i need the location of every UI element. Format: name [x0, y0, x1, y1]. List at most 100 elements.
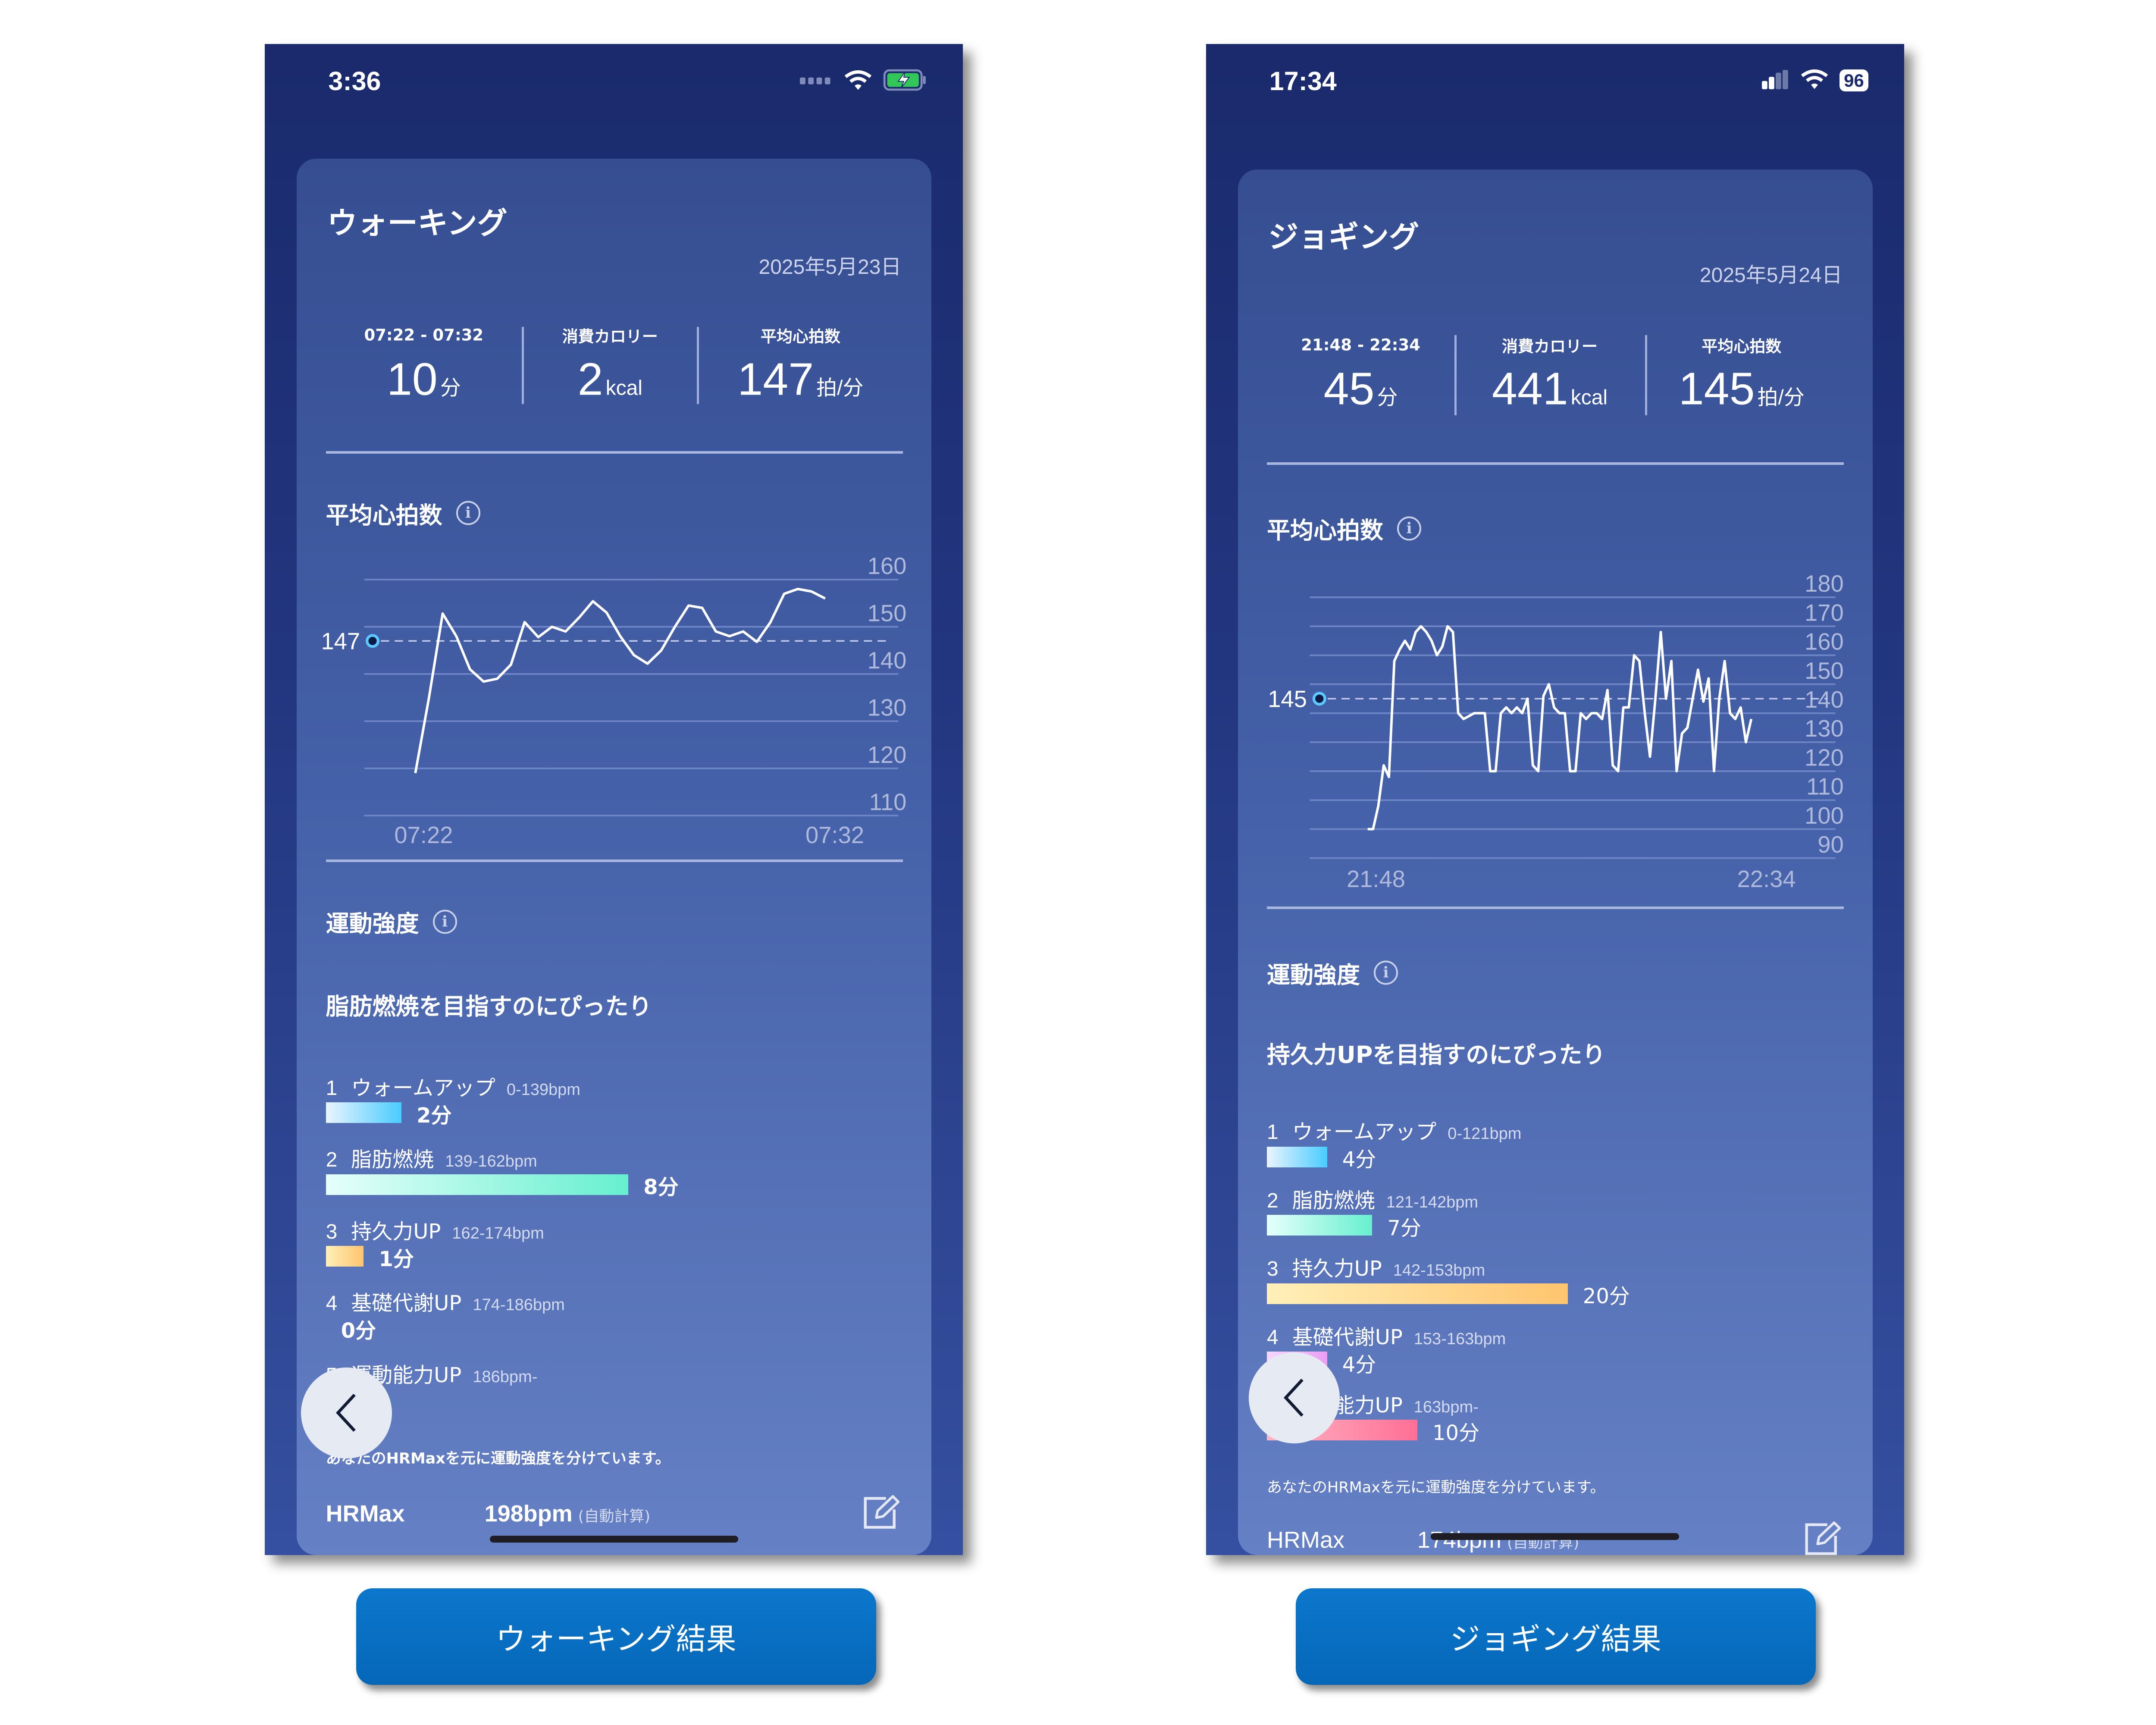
- y-tick-label: 120: [868, 742, 907, 768]
- zone-label: 2 脂肪燃焼 121-142bpm: [1267, 1183, 1478, 1214]
- zone-minutes: 1分: [379, 1247, 414, 1271]
- home-indicator[interactable]: [1431, 1533, 1680, 1540]
- back-button[interactable]: [1248, 1352, 1340, 1443]
- back-button[interactable]: [301, 1367, 392, 1458]
- y-tick-label: 150: [868, 600, 907, 626]
- zone-minutes: 4分: [1342, 1148, 1376, 1172]
- workout-result-card: ジョギング 2025年5月24日 21:48 - 22:34 45 分 消費カロリー 441…: [1238, 169, 1873, 1555]
- average-label: 145: [1268, 686, 1307, 712]
- intensity-subtitle: 脂肪燃焼を目指すのにぴったり: [326, 993, 652, 1020]
- zone-number: 4: [1266, 1326, 1279, 1349]
- info-icon[interactable]: i: [432, 910, 457, 934]
- stat-value: 10 分: [387, 353, 461, 405]
- average-dot: [366, 634, 380, 648]
- stat-number: 147: [737, 354, 814, 405]
- hrmax-note: あなたのHRMaxを元に運動強度を分けています。: [326, 1450, 671, 1468]
- zone-name: 基礎代謝UP: [351, 1291, 462, 1316]
- stat-value: 2 kcal: [578, 353, 642, 405]
- workout-title: ウォーキング: [327, 205, 508, 241]
- zone-number: 1: [326, 1076, 338, 1100]
- stat-unit: 拍/分: [1757, 386, 1805, 409]
- status-icons: 96: [1762, 69, 1868, 91]
- y-tick-label: 180: [1805, 571, 1844, 597]
- zone-range: 162-174bpm: [452, 1224, 544, 1242]
- stat-unit: 分: [1377, 386, 1398, 409]
- edit-icon[interactable]: [862, 1494, 901, 1532]
- cellular-dots-icon: [800, 75, 833, 88]
- zone-range: 139-162bpm: [445, 1152, 537, 1171]
- y-tick-label: 100: [1805, 803, 1844, 829]
- stat-number: 145: [1678, 363, 1755, 414]
- section-divider: [326, 859, 903, 862]
- result-button[interactable]: ジョギング結果: [1295, 1588, 1816, 1685]
- y-tick-label: 130: [868, 694, 907, 721]
- status-time: 3:36: [328, 66, 381, 96]
- y-tick-label: 120: [1805, 745, 1844, 771]
- home-indicator[interactable]: [489, 1536, 738, 1543]
- zone-range: 121-142bpm: [1386, 1193, 1479, 1211]
- info-icon[interactable]: i: [1397, 516, 1421, 541]
- stat-label: 21:48 - 22:34: [1301, 336, 1420, 354]
- battery-level: 96: [1839, 69, 1868, 91]
- zone-name: 脂肪燃焼: [1292, 1188, 1375, 1213]
- zone-range: 174-186bpm: [473, 1296, 565, 1314]
- zone-number: 2: [1266, 1189, 1279, 1212]
- status-icons: [800, 69, 927, 93]
- x-tick-label: 07:32: [805, 822, 864, 848]
- heart-rate-section-title: 平均心拍数 i: [1267, 511, 1421, 546]
- heart-rate-line: [414, 587, 826, 773]
- wifi-icon: [844, 70, 872, 92]
- zone-bar: [1266, 1283, 1568, 1304]
- zone-label: 3 持久力UP 142-153bpm: [1267, 1251, 1485, 1282]
- zone-number: 4: [326, 1292, 338, 1315]
- x-tick-label: 07:22: [395, 822, 453, 848]
- intensity-section-title: 運動強度 i: [326, 905, 457, 939]
- hrmax-value: 198bpm (自動計算): [485, 1500, 650, 1527]
- zone-minutes: 20分: [1583, 1284, 1630, 1309]
- zone-range: 0-121bpm: [1448, 1125, 1522, 1143]
- hrmax-label: HRMax: [1266, 1527, 1344, 1553]
- y-tick-label: 140: [868, 647, 907, 674]
- hrmax-note: あなたのHRMaxを元に運動強度を分けています。: [1266, 1479, 1605, 1496]
- zone-minutes: 0分: [341, 1319, 376, 1343]
- zone-label: 1 ウォームアップ 0-139bpm: [326, 1071, 580, 1101]
- info-icon[interactable]: i: [456, 501, 480, 525]
- x-tick-label: 22:34: [1737, 866, 1796, 892]
- y-tick-label: 160: [868, 553, 907, 579]
- intensity-section-title: 運動強度 i: [1267, 956, 1398, 990]
- zone-name: 持久力UP: [1292, 1257, 1382, 1281]
- hrmax-auto-label: (自動計算): [578, 1508, 650, 1525]
- phone-screen: 17:34 96 ジョギング 2025年5月24日 21:48 - 22:34 45 分 消費…: [1206, 44, 1904, 1555]
- stat-number: 45: [1323, 363, 1375, 414]
- section-divider: [1266, 906, 1844, 909]
- zone-bar: [1266, 1146, 1327, 1167]
- stat-label: 平均心拍数: [760, 327, 840, 346]
- result-button[interactable]: ウォーキング結果: [356, 1588, 876, 1685]
- hrmax-label: HRMax: [326, 1500, 405, 1527]
- y-tick-label: 150: [1805, 658, 1844, 684]
- zone-label: 1 ウォームアップ 0-121bpm: [1267, 1115, 1521, 1145]
- zone-minutes: 8分: [643, 1175, 679, 1200]
- intensity-title: 運動強度: [326, 910, 419, 938]
- zone-name: 脂肪燃焼: [351, 1148, 434, 1172]
- zone-range: 0-139bpm: [506, 1080, 580, 1099]
- intensity-title: 運動強度: [1266, 961, 1360, 989]
- zone-range: 142-153bpm: [1393, 1261, 1485, 1280]
- stat-value: 45 分: [1324, 363, 1398, 415]
- zone-bar: [1266, 1215, 1373, 1236]
- stat-divider: [1454, 335, 1457, 415]
- stat-unit: kcal: [1570, 386, 1608, 409]
- y-tick-label: 160: [1805, 629, 1844, 655]
- zone-name: ウォームアップ: [351, 1076, 495, 1100]
- workout-date: 2025年5月24日: [1699, 264, 1843, 287]
- heart-rate-title: 平均心拍数: [326, 502, 442, 529]
- section-divider: [326, 451, 903, 454]
- edit-icon[interactable]: [1804, 1521, 1843, 1555]
- zone-range: 186bpm-: [473, 1367, 538, 1386]
- stat-number: 441: [1492, 363, 1568, 414]
- zone-name: 持久力UP: [351, 1219, 441, 1244]
- wifi-icon: [1801, 69, 1828, 91]
- info-icon[interactable]: i: [1373, 960, 1398, 985]
- average-dot: [1312, 692, 1326, 706]
